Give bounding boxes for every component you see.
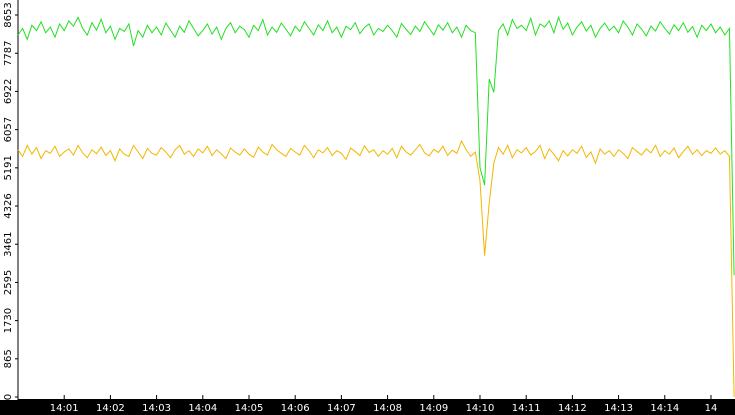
- x-tick-label: 14:06: [281, 403, 310, 414]
- x-tick-label: 14:05: [235, 403, 264, 414]
- x-tick-label: 14:08: [373, 403, 402, 414]
- x-tick-label: 14:02: [96, 403, 125, 414]
- x-tick-label: 14:12: [558, 403, 587, 414]
- x-tick-label: 14:09: [419, 403, 448, 414]
- y-tick-label: 6057: [3, 117, 14, 142]
- x-tick-label: 14:11: [512, 403, 541, 414]
- series-line: [17, 139, 735, 398]
- x-tick-label: 14: [705, 403, 718, 414]
- y-tick-label: 6922: [3, 79, 14, 104]
- y-tick-label: 865: [3, 349, 14, 368]
- y-tick-label: 2595: [3, 270, 14, 295]
- y-tick-label: 8653: [3, 2, 14, 27]
- x-tick-label: 14:10: [466, 403, 495, 414]
- x-tick-label: 14:14: [650, 403, 679, 414]
- y-tick-label: 4326: [3, 193, 14, 218]
- series-line: [17, 15, 735, 276]
- y-tick-label: 7787: [3, 41, 14, 66]
- x-axis-band: [0, 400, 735, 415]
- y-tick-label: 5191: [3, 155, 14, 180]
- x-tick-label: 14:04: [188, 403, 217, 414]
- x-tick-label: 14:13: [604, 403, 633, 414]
- y-tick-label: 3461: [3, 231, 14, 256]
- x-tick-label: 14:01: [50, 403, 79, 414]
- x-tick-label: 14:03: [142, 403, 171, 414]
- x-tick-label: 14:07: [327, 403, 356, 414]
- y-tick-label: 0: [3, 394, 14, 400]
- y-tick-label: 1730: [3, 308, 14, 333]
